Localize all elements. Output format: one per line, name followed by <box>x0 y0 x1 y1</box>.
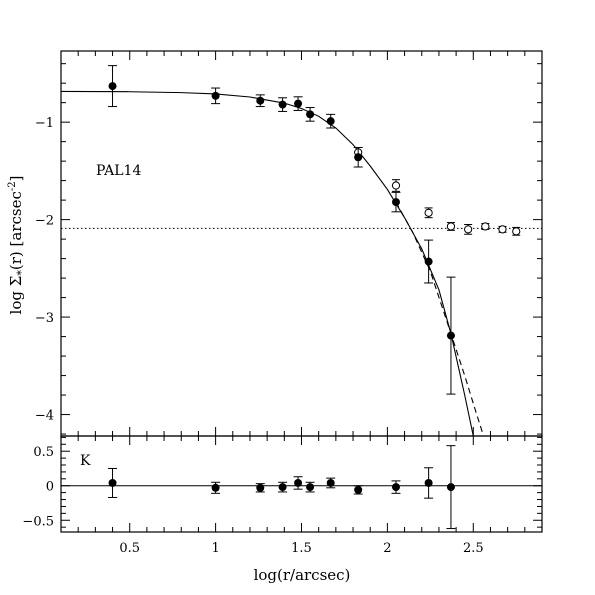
open-data-point <box>498 225 507 234</box>
filled-data-point <box>108 82 117 91</box>
open-data-point <box>464 225 473 234</box>
y-axis-title: log Σ*(r) [arcsec-2] <box>7 176 28 315</box>
y-tick-label: −2 <box>35 214 54 229</box>
filled-data-point <box>391 198 400 207</box>
x-tick-label: 1 <box>211 541 219 556</box>
y-axis-title-sub: * <box>15 270 28 276</box>
open-circle-series <box>354 146 521 236</box>
open-data-point <box>424 208 433 217</box>
bottom-axis-ticks <box>60 436 543 532</box>
residual-point <box>211 483 220 492</box>
bottom-y-tick-labels: 0.5 0 −0.5 <box>22 445 54 529</box>
filled-circle-series <box>108 65 456 395</box>
filled-data-point <box>278 100 287 109</box>
open-data-point <box>446 222 456 231</box>
y-axis-title-main: log Σ <box>7 276 25 315</box>
bottom-annotation: K <box>80 453 91 469</box>
residual-point <box>108 478 117 487</box>
y-tick-label: −1 <box>35 116 54 131</box>
y-tick-label: −3 <box>35 311 54 326</box>
filled-data-point <box>256 96 265 105</box>
model-curve-solid <box>60 90 474 437</box>
residual-point <box>256 483 265 492</box>
y-tick-label: −0.5 <box>22 514 54 529</box>
y-tick-label: 0 <box>46 480 54 495</box>
x-tick-label: 2.5 <box>463 541 484 556</box>
x-tick-label: 0.5 <box>119 541 140 556</box>
filled-data-point <box>446 331 455 340</box>
open-data-point <box>481 222 490 231</box>
residual-point <box>424 478 433 487</box>
filled-data-point <box>354 153 363 162</box>
top-axis-ticks <box>60 51 543 436</box>
filled-data-point <box>211 91 220 100</box>
y-tick-label: 0.5 <box>33 445 54 460</box>
filled-data-point <box>326 117 335 126</box>
residual-point <box>326 478 335 487</box>
y-axis-title-sup: -2 <box>7 181 18 191</box>
y-axis-title-end: ] <box>7 176 25 182</box>
y-axis-title-rest: (r) [arcsec <box>7 191 25 270</box>
residual-point <box>306 483 315 492</box>
residual-point <box>294 478 303 487</box>
top-panel: −1 −2 −3 −4 PAL14 log Σ*(r) [arcsec-2] <box>7 50 543 437</box>
x-tick-labels: 0.5 1 1.5 2 2.5 <box>119 541 483 556</box>
x-axis-title: log(r/arcsec) <box>254 566 351 584</box>
x-tick-label: 2 <box>383 541 391 556</box>
model-curves <box>60 90 485 437</box>
open-data-point <box>391 181 401 190</box>
open-data-point <box>512 227 521 236</box>
bottom-panel: 0.5 0 −0.5 0.5 1 1.5 2 2.5 K log(r/arcsec) <box>22 435 543 584</box>
residual-point <box>391 483 400 492</box>
y-tick-label: −4 <box>35 409 54 424</box>
residual-point <box>278 483 287 492</box>
filled-data-point <box>306 110 315 119</box>
filled-data-point <box>424 257 433 266</box>
top-annotation: PAL14 <box>96 163 141 179</box>
residual-points <box>108 445 456 530</box>
residual-point <box>354 485 363 494</box>
model-curve-dashed <box>395 201 485 437</box>
x-tick-label: 1.5 <box>291 541 312 556</box>
top-y-tick-labels: −1 −2 −3 −4 <box>35 116 54 423</box>
filled-data-point <box>294 99 303 108</box>
residual-point <box>446 483 455 492</box>
